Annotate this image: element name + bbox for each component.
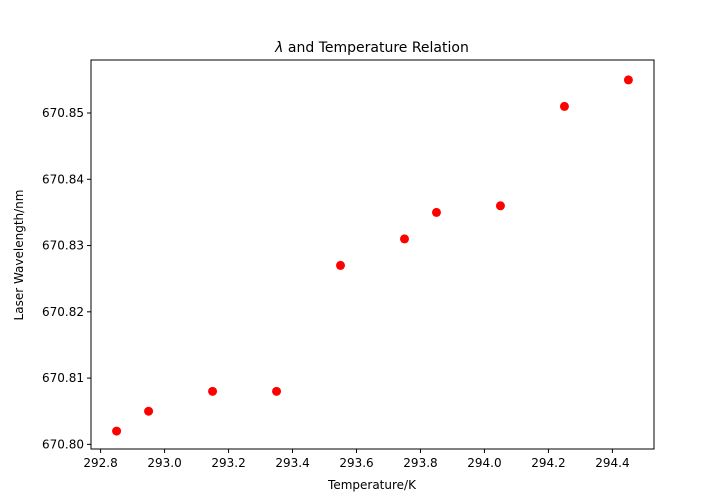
x-tick-label: 294.0 <box>467 456 501 470</box>
plot-frame <box>90 59 655 450</box>
x-tick-label: 293.8 <box>403 456 437 470</box>
data-point <box>431 207 441 217</box>
data-point <box>495 201 505 211</box>
chart-title: λ and Temperature Relation <box>274 40 469 56</box>
x-tick-label: 293.0 <box>147 456 181 470</box>
x-tick-label: 293.6 <box>339 456 373 470</box>
y-tick-label: 670.83 <box>42 239 84 253</box>
x-tick-label: 294.4 <box>595 456 629 470</box>
data-point <box>144 406 154 416</box>
x-tick-label: 293.2 <box>211 456 245 470</box>
data-point <box>112 426 122 436</box>
y-tick-label: 670.80 <box>42 437 84 451</box>
x-axis-label: Temperature/K <box>327 478 417 492</box>
y-axis-label: Laser Wavelength/nm <box>12 190 26 321</box>
data-point <box>208 386 218 396</box>
x-tick-label: 293.4 <box>275 456 309 470</box>
y-tick-label: 670.84 <box>42 172 84 186</box>
data-point <box>623 75 633 85</box>
title-lambda-symbol: λ <box>274 40 283 56</box>
data-point <box>272 386 282 396</box>
data-point <box>399 234 409 244</box>
y-tick-label: 670.82 <box>42 305 84 319</box>
x-tick-label: 294.2 <box>531 456 565 470</box>
data-point <box>559 101 569 111</box>
x-tick-label: 292.8 <box>83 456 117 470</box>
plot-area: 292.8 293.0 293.2 293.4 293.6 293.8 294.0 294.2… <box>42 59 655 470</box>
data-point <box>336 260 346 270</box>
y-tick-label: 670.85 <box>42 106 84 120</box>
title-text: and Temperature Relation <box>283 40 468 56</box>
y-tick-label: 670.81 <box>42 371 84 385</box>
